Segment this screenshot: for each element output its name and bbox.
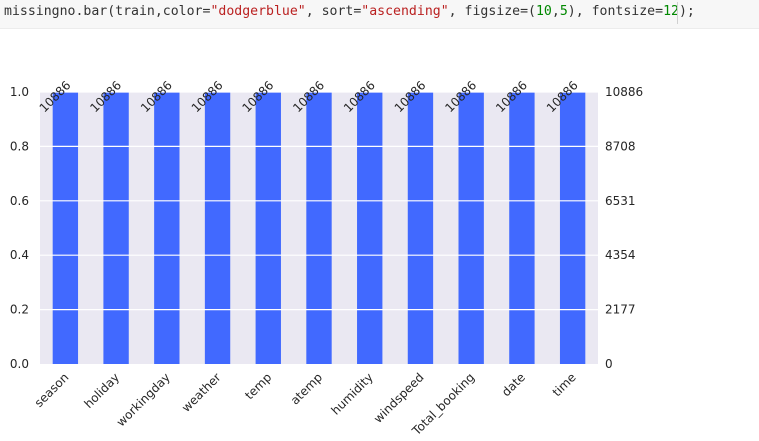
code-token: , — [551, 4, 560, 19]
right-tick-label: 0 — [605, 357, 613, 371]
missingno-bar-chart: 0.0 0.2 0.4 0.6 0.8 1.0 0 2177 4354 6531 8708 10886… — [0, 30, 759, 438]
bar-season — [52, 92, 79, 364]
code-token: , figsize=( — [448, 4, 536, 19]
category-label: workingday — [114, 370, 173, 429]
left-tick-label: 0.4 — [10, 248, 29, 262]
code-line[interactable]: missingno.bar(train,color="dodgerblue", … — [4, 4, 695, 19]
left-tick-label: 0.6 — [10, 194, 29, 208]
right-tick-label: 4354 — [605, 248, 636, 262]
bar-date — [509, 92, 535, 364]
category-label: atemp — [288, 370, 325, 407]
bar-workingday — [154, 92, 180, 364]
category-label: temp — [242, 370, 274, 402]
right-tick-label: 6531 — [605, 194, 636, 208]
code-token: 12 — [663, 4, 679, 19]
code-token: missingno.bar(train,color= — [4, 4, 211, 19]
bar-total-booking — [458, 92, 484, 364]
code-token: 10 — [535, 4, 552, 19]
left-tick-label: 1.0 — [10, 85, 29, 99]
code-token: "ascending" — [361, 4, 449, 19]
category-label: season — [32, 370, 72, 410]
code-token: ); — [678, 4, 695, 19]
bar-humidity — [357, 92, 383, 364]
left-tick-label: 0.0 — [10, 357, 29, 371]
category-label: humidity — [328, 370, 375, 417]
category-label: holiday — [81, 370, 122, 411]
right-tick-label: 8708 — [605, 139, 636, 153]
code-cell[interactable]: missingno.bar(train,color="dodgerblue", … — [0, 0, 759, 29]
right-tick-label: 10886 — [605, 85, 643, 99]
category-label: weather — [179, 370, 224, 415]
category-label: windspeed — [371, 370, 427, 426]
left-tick-label: 0.8 — [10, 139, 29, 153]
cell-divider — [677, 2, 678, 24]
code-token: 5 — [559, 4, 568, 19]
right-tick-label: 2177 — [605, 303, 636, 317]
bar-windspeed — [407, 92, 434, 364]
code-token: "dodgerblue" — [210, 4, 306, 19]
code-token: ), fontsize= — [567, 4, 664, 19]
bar-temp — [255, 92, 281, 364]
chart-svg: 0.0 0.2 0.4 0.6 0.8 1.0 0 2177 4354 6531 8708 10886… — [10, 78, 643, 438]
code-token: , sort= — [305, 4, 362, 19]
bar-holiday — [103, 92, 129, 364]
left-tick-label: 0.2 — [10, 303, 29, 317]
bar-atemp — [306, 92, 332, 364]
bar-weather — [204, 92, 231, 364]
bar-time — [559, 92, 586, 364]
category-label: date — [499, 370, 528, 399]
category-label: time — [550, 370, 579, 399]
